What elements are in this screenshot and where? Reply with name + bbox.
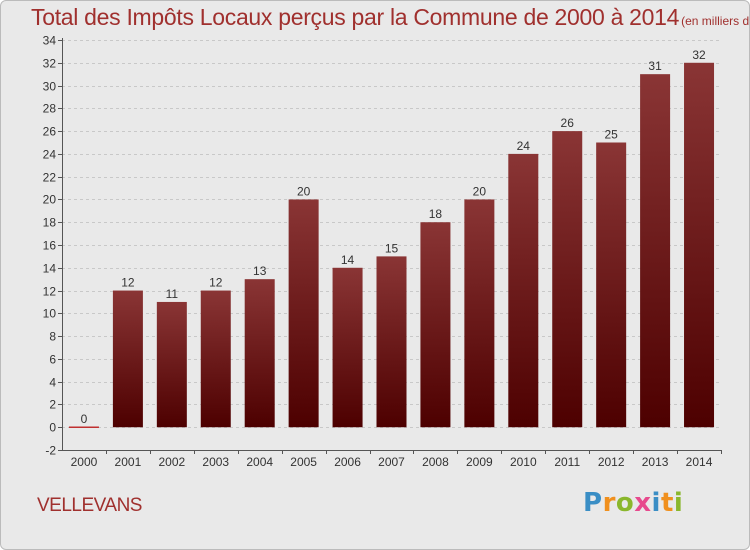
x-tick-label: 2006 [334, 455, 361, 469]
labels: 2000 0 2001 12 2002 11 2003 12 2004 13 2005 20 2006 1… [71, 48, 713, 469]
x-tick-label: 2010 [510, 455, 537, 469]
x-tick-label: 2003 [202, 455, 229, 469]
bar [420, 222, 451, 428]
y-tick-label: 12 [43, 285, 57, 299]
y-tick-label: 26 [43, 125, 57, 139]
bar [288, 199, 319, 428]
proxiti-logo: Proxiti [583, 488, 683, 518]
logo-letter: o [615, 488, 635, 518]
bar [464, 199, 495, 428]
y-tick-label: 18 [43, 216, 57, 230]
data-label: 18 [429, 207, 443, 221]
y-tick-label: 22 [43, 171, 57, 185]
logo-letter: P [583, 488, 603, 518]
y-tick-label: 0 [49, 421, 56, 435]
y-tick-label: 8 [49, 330, 56, 344]
y-tick-label: 2 [49, 398, 56, 412]
x-tick-label: 2007 [378, 455, 405, 469]
data-label: 0 [81, 412, 88, 426]
y-tick-label: 10 [43, 307, 57, 321]
data-label: 12 [121, 276, 135, 290]
x-tick-label: 2005 [290, 455, 317, 469]
logo-letter: t [660, 488, 674, 518]
chart-title: Total des Impôts Locaux perçus par la Co… [31, 4, 680, 30]
chart-title-row: Total des Impôts Locaux perçus par la Co… [31, 4, 750, 31]
y-tick-label: -2 [45, 444, 56, 458]
bar [640, 74, 671, 428]
bar [596, 142, 627, 428]
data-label: 24 [517, 139, 531, 153]
bar [508, 153, 539, 428]
x-tick-label: 2012 [598, 455, 625, 469]
data-label: 13 [253, 264, 267, 278]
bars [68, 62, 715, 428]
y-tick-label: 14 [43, 262, 57, 276]
data-label: 14 [341, 253, 355, 267]
logo-letter: r [602, 488, 616, 518]
y-tick-label: 30 [43, 80, 57, 94]
y-tick-label: 16 [43, 239, 57, 253]
data-label: 11 [166, 287, 179, 301]
bar [684, 62, 715, 428]
bar [112, 290, 143, 428]
logo-letter: i [673, 488, 684, 518]
y-tick-label: 4 [49, 376, 56, 390]
data-label: 31 [648, 59, 662, 73]
bar [156, 301, 187, 428]
logo-letter: x [634, 488, 652, 518]
y-tick-label: 28 [43, 102, 57, 116]
data-label: 20 [297, 184, 311, 198]
y-tick-label: 20 [43, 193, 57, 207]
x-tick-label: 2001 [115, 455, 142, 469]
x-tick-label: 2011 [554, 455, 580, 469]
x-tick-label: 2000 [71, 455, 98, 469]
bar [376, 256, 407, 428]
bar [200, 290, 231, 428]
data-label: 25 [604, 128, 618, 142]
x-tick-label: 2002 [158, 455, 185, 469]
data-label: 15 [385, 241, 399, 255]
y-tick-label: 6 [49, 353, 56, 367]
bar [552, 131, 583, 428]
x-tick-label: 2014 [686, 455, 713, 469]
bar [244, 279, 275, 428]
chart-unit: (en milliers d'€) [681, 14, 750, 28]
y-tick-label: 34 [43, 34, 57, 48]
commune-name: VELLEVANS [37, 495, 142, 516]
x-tick-label: 2008 [422, 455, 449, 469]
x-tick-label: 2004 [246, 455, 273, 469]
data-label: 26 [561, 116, 575, 130]
bar [332, 267, 363, 428]
data-label: 12 [209, 276, 223, 290]
logo-letter: i [651, 488, 661, 518]
y-tick-label: 32 [43, 57, 57, 71]
x-tick-label: 2013 [642, 455, 669, 469]
data-label: 32 [692, 48, 706, 62]
y-tick-label: 24 [43, 148, 57, 162]
x-tick-label: 2009 [466, 455, 493, 469]
data-label: 20 [473, 184, 487, 198]
